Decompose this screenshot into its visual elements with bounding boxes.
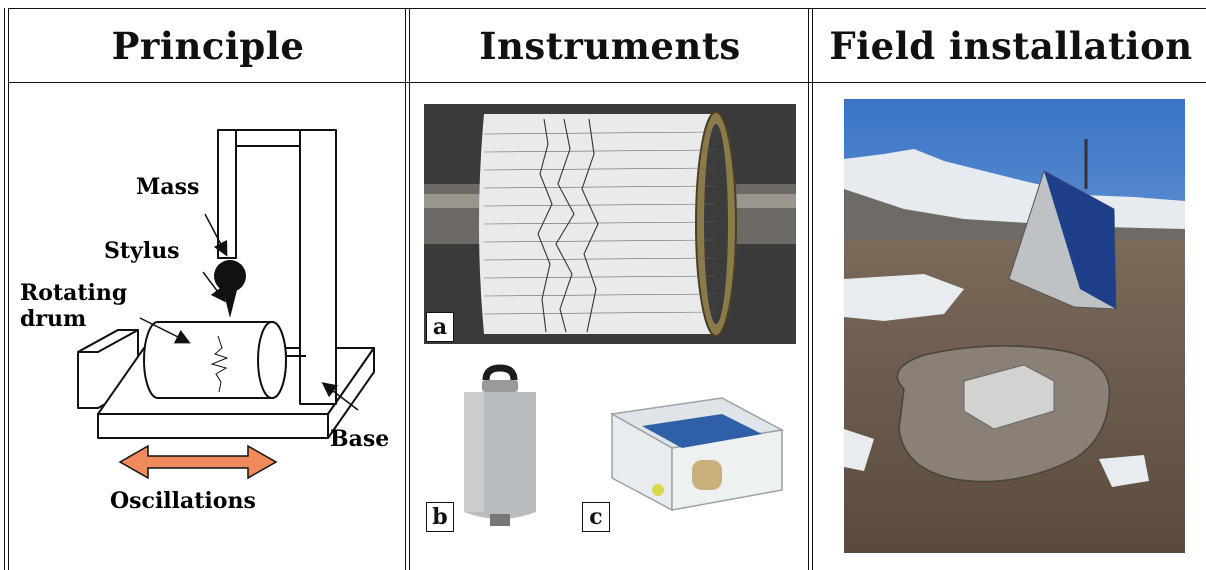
label-rotating: Rotating — [20, 280, 127, 306]
photo-digitizer-board: c — [582, 390, 796, 534]
sensor-illustration — [464, 364, 536, 526]
left-border — [4, 8, 9, 570]
seismogram-trace — [210, 335, 229, 393]
header-principle: Principle — [111, 24, 305, 68]
seismograph-principle-diagram: Mass Stylus Rotating drum Base Oscillati… — [20, 129, 389, 514]
field-installation-illustration — [844, 99, 1185, 553]
label-base: Base — [330, 426, 389, 452]
panel-label-c: c — [582, 502, 610, 532]
header-divider — [8, 82, 1206, 83]
top-border — [8, 8, 1206, 9]
photo-drum-recorder: a — [424, 104, 796, 344]
divider-2 — [808, 8, 813, 570]
oscillation-arrow — [118, 444, 278, 480]
label-drum: drum — [20, 306, 86, 332]
frame-post — [299, 129, 337, 405]
photo-field-installation — [844, 99, 1185, 553]
label-oscillations: Oscillations — [110, 488, 256, 514]
label-mass: Mass — [136, 174, 199, 200]
digitizer-illustration — [609, 397, 785, 512]
header-field-installation: Field installation — [829, 24, 1193, 68]
panel-label-b: b — [426, 502, 454, 532]
panel-label-a: a — [426, 312, 454, 342]
photo-seismometer-sensor: b — [424, 362, 554, 534]
drum-recorder-illustration — [424, 104, 796, 344]
header-instruments: Instruments — [479, 24, 741, 68]
divider-1 — [405, 8, 410, 570]
mass — [214, 260, 246, 292]
label-stylus: Stylus — [104, 238, 180, 264]
stylus — [222, 286, 238, 318]
